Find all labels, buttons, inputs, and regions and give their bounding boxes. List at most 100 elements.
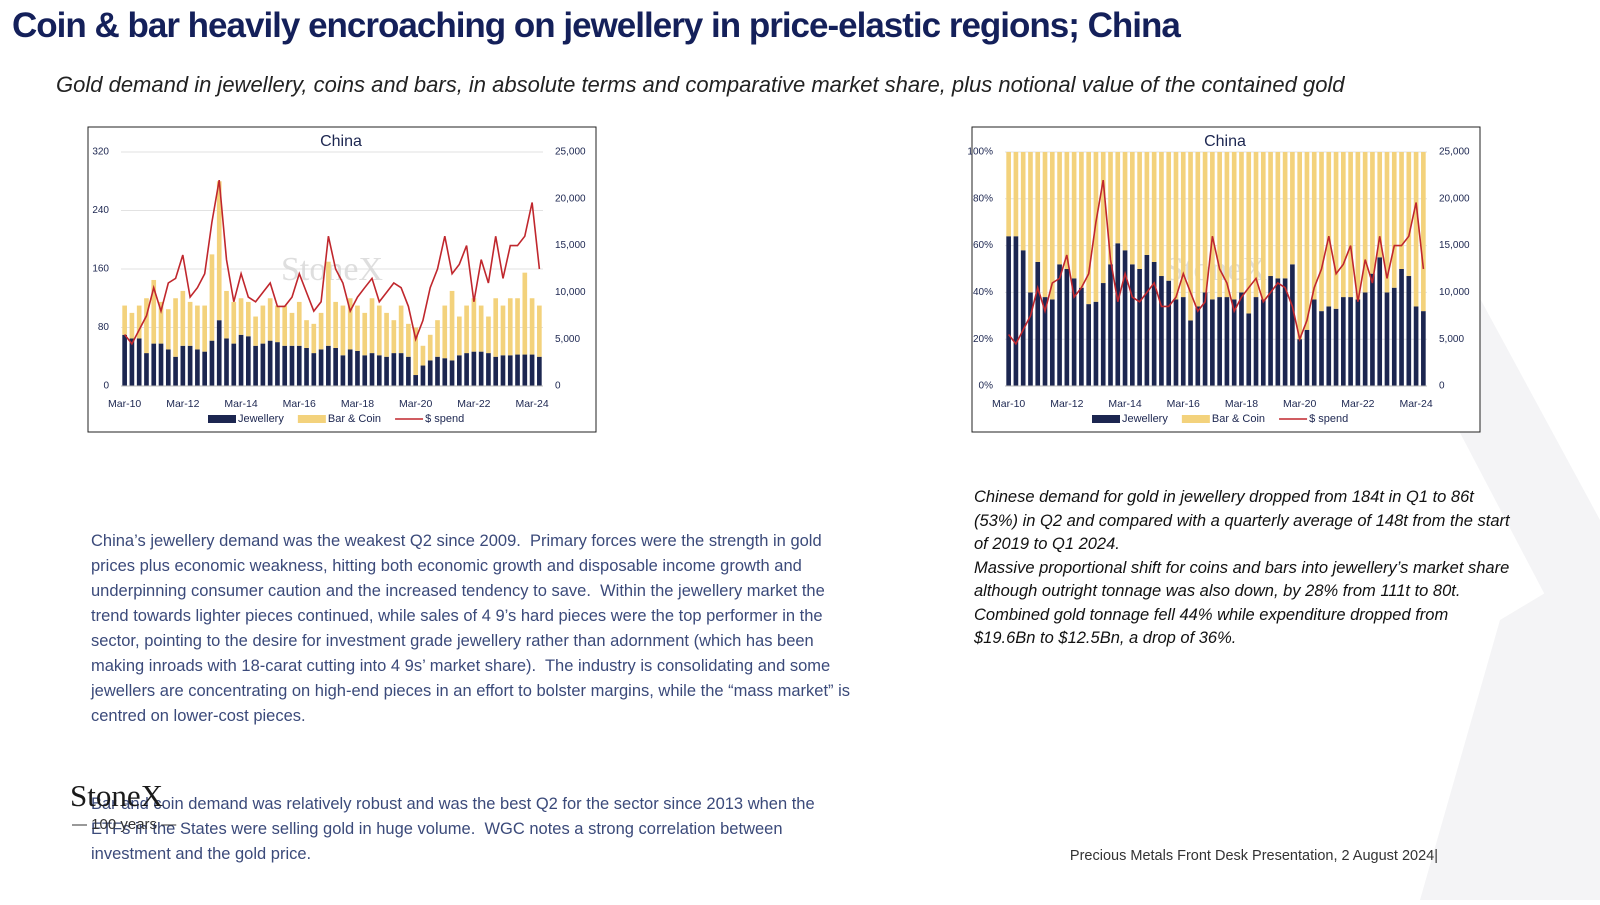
legend-label: $ spend <box>425 413 464 425</box>
bar <box>1159 276 1164 386</box>
bar <box>384 356 389 386</box>
bar <box>1370 152 1375 274</box>
x-tick-label: Mar-24 <box>515 398 548 410</box>
bar <box>1282 278 1288 386</box>
bar <box>515 354 520 386</box>
bar <box>1108 152 1113 265</box>
bar <box>1355 152 1361 300</box>
bar <box>311 323 317 354</box>
bar <box>1195 152 1201 307</box>
bar <box>1020 250 1026 386</box>
bar <box>267 298 273 341</box>
bar <box>1057 152 1062 265</box>
bar <box>1326 306 1332 386</box>
background-mark <box>1380 280 1600 900</box>
bar <box>1159 152 1164 277</box>
bar <box>398 305 404 354</box>
bar <box>216 181 222 321</box>
y-tick-label: 0 <box>103 381 109 392</box>
bar <box>1253 152 1259 298</box>
bar <box>1086 152 1092 305</box>
bar <box>1013 236 1019 386</box>
bar <box>1362 292 1368 386</box>
x-tick-label: Mar-12 <box>166 398 199 410</box>
logo-tagline: — 100 years — <box>72 816 177 833</box>
bar <box>1377 152 1383 258</box>
y-tick-label: 160 <box>92 264 109 275</box>
bar <box>1115 152 1121 244</box>
bar <box>1049 152 1055 300</box>
logo: StoneX <box>70 778 163 813</box>
bar <box>1042 297 1048 386</box>
bar <box>1377 257 1383 386</box>
bar <box>1086 304 1092 386</box>
y2-tick-label: 5,000 <box>555 334 580 345</box>
bar <box>1224 152 1230 298</box>
bar <box>195 349 200 386</box>
line <box>1007 179 1425 346</box>
bar <box>464 305 469 354</box>
bar <box>1006 236 1011 386</box>
y2-tick-label: 0 <box>1439 381 1445 392</box>
bar <box>275 305 280 343</box>
y2-tick-label: 15,000 <box>555 240 586 251</box>
bar <box>1108 264 1113 386</box>
bar <box>384 312 389 357</box>
bar <box>318 349 324 386</box>
bar <box>165 349 171 386</box>
bar <box>1035 261 1041 386</box>
bar <box>136 338 142 386</box>
bar <box>202 351 208 386</box>
bar <box>1297 339 1303 386</box>
bar <box>231 343 237 386</box>
bar <box>144 353 149 386</box>
y2-tick-label: 25,000 <box>555 147 586 158</box>
bar <box>144 298 149 354</box>
bar <box>1413 306 1419 386</box>
bar <box>500 305 506 356</box>
bar <box>507 355 513 386</box>
bar <box>275 342 280 386</box>
bar <box>1384 152 1390 293</box>
bar <box>151 279 157 344</box>
bar <box>1362 152 1368 293</box>
bar <box>1028 292 1033 386</box>
bar <box>1028 152 1033 293</box>
y2-tick-label: 25,000 <box>1439 147 1470 158</box>
bar <box>187 301 193 346</box>
bar <box>304 347 309 386</box>
bar <box>529 354 535 386</box>
commentary-left: China’s jewellery demand was the weakest… <box>91 479 851 905</box>
y-tick-label: 60% <box>973 240 993 251</box>
bar <box>1224 297 1230 386</box>
legend-label: Bar & Coin <box>328 413 381 425</box>
y2-tick-label: 5,000 <box>1439 334 1464 345</box>
bar <box>427 360 433 386</box>
bar <box>173 356 178 386</box>
y2-tick-label: 10,000 <box>1439 287 1470 298</box>
bar <box>1064 152 1070 269</box>
bar <box>122 305 127 335</box>
bar <box>1260 152 1266 300</box>
x-tick-label: Mar-24 <box>1399 398 1432 410</box>
bar <box>158 301 164 344</box>
bar <box>333 347 338 386</box>
bar <box>1319 152 1324 312</box>
bar <box>1210 152 1215 300</box>
y-tick-label: 80 <box>98 322 110 333</box>
bar <box>1290 264 1295 386</box>
bar <box>1333 308 1339 386</box>
bar <box>165 309 171 350</box>
chart-title: China <box>320 133 362 150</box>
bar <box>1319 311 1324 386</box>
bar <box>347 349 353 386</box>
bar <box>1071 278 1077 386</box>
y-tick-label: 100% <box>967 147 993 158</box>
x-tick-label: Mar-14 <box>224 398 257 410</box>
bar <box>1231 152 1237 300</box>
bar <box>420 365 426 386</box>
bar <box>1079 287 1084 386</box>
y-tick-label: 0% <box>979 381 994 392</box>
bar <box>1144 152 1150 255</box>
